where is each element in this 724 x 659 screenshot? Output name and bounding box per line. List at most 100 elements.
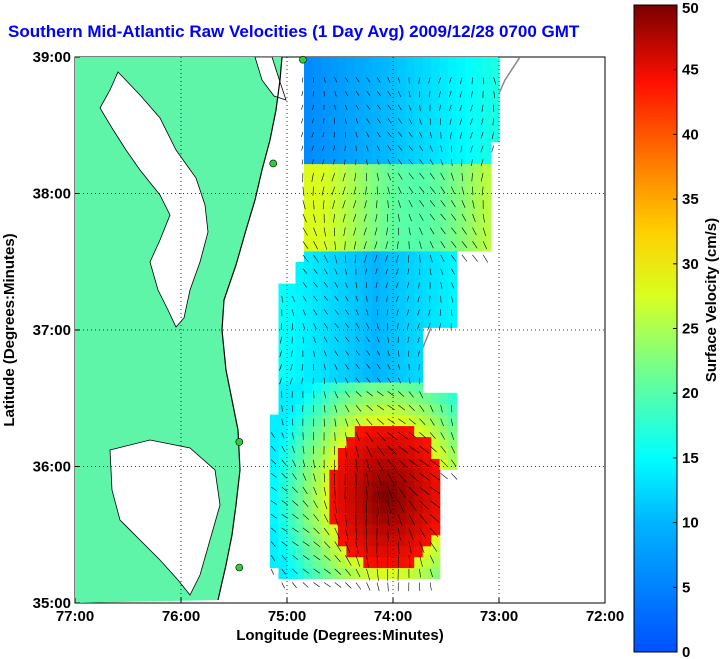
velocity-cell (312, 502, 322, 514)
velocity-vector (429, 527, 439, 538)
velocity-vector (270, 486, 277, 492)
velocity-vector (270, 514, 277, 519)
velocity-vector (419, 555, 423, 567)
velocity-vector (376, 118, 381, 124)
velocity-vector (355, 432, 360, 441)
velocity-cell (456, 239, 466, 252)
velocity-cell (363, 371, 373, 383)
velocity-cell (371, 425, 381, 438)
velocity-vector (323, 473, 326, 483)
velocity-cell (473, 163, 483, 175)
velocity-cell (287, 556, 297, 569)
velocity-cell (431, 512, 441, 525)
velocity-vector (398, 145, 403, 151)
velocity-vector (366, 541, 368, 554)
velocity-cell (371, 76, 381, 88)
velocity-vector (387, 459, 396, 470)
velocity-cell (278, 294, 288, 306)
velocity-cell (354, 327, 364, 339)
velocity-cell (371, 108, 381, 121)
velocity-vector (281, 405, 283, 412)
y-tick-label: 38:00 (33, 186, 71, 203)
velocity-cell (320, 108, 330, 121)
velocity-vector (281, 554, 287, 561)
velocity-vector (408, 104, 412, 111)
velocity-cell (439, 272, 449, 285)
velocity-cell (431, 523, 441, 536)
velocity-cell (337, 403, 347, 416)
velocity-cell (405, 327, 415, 339)
velocity-cell (405, 469, 415, 481)
velocity-vector (419, 131, 423, 138)
velocity-cell (380, 130, 390, 143)
velocity-vector (334, 104, 336, 111)
velocity-cell (337, 523, 347, 536)
velocity-vector (355, 118, 359, 124)
velocity-cell (397, 108, 407, 121)
velocity-cell (312, 174, 322, 186)
velocity-vector (334, 268, 338, 275)
velocity-cell (354, 305, 364, 317)
velocity-vector (398, 131, 403, 137)
velocity-vector (482, 254, 488, 263)
velocity-cell (371, 98, 381, 110)
velocity-cell (329, 163, 339, 175)
velocity-vector (472, 254, 478, 262)
velocity-cell (371, 447, 381, 459)
velocity-vector (470, 91, 473, 98)
velocity-vector (419, 541, 425, 553)
velocity-cell (448, 272, 458, 285)
velocity-cell (337, 327, 347, 339)
velocity-cell (270, 414, 280, 427)
velocity-vector (398, 473, 407, 483)
velocity-vector (292, 295, 296, 303)
velocity-vector (440, 459, 448, 467)
velocity-cell (422, 305, 432, 317)
velocity-vector (449, 118, 452, 125)
velocity-cell (431, 119, 441, 132)
velocity-vector (406, 282, 410, 289)
velocity-vector (387, 363, 391, 370)
velocity-vector (376, 350, 381, 356)
velocity-cell (329, 229, 339, 241)
velocity-vector (419, 445, 430, 454)
velocity-cell (422, 108, 432, 121)
velocity-vector (408, 227, 411, 236)
velocity-cell (405, 250, 415, 263)
velocity-cell (397, 349, 407, 361)
velocity-vector (366, 336, 370, 343)
velocity-cell (439, 108, 449, 121)
velocity-cell (287, 512, 297, 525)
velocity-vector (334, 582, 342, 588)
velocity-cell (448, 403, 458, 416)
velocity-cell (329, 119, 339, 132)
velocity-cell (304, 469, 314, 481)
velocity-cell (363, 381, 373, 394)
velocity-vector (302, 541, 310, 547)
velocity-vector (366, 486, 368, 500)
velocity-cell (354, 152, 364, 165)
velocity-cell (414, 250, 424, 263)
velocity-cell (380, 491, 390, 503)
velocity-cell (278, 316, 288, 328)
velocity-cell (439, 207, 449, 219)
velocity-vector (376, 500, 379, 514)
velocity-vector (387, 172, 391, 181)
velocity-vector (270, 459, 277, 465)
velocity-cell (304, 229, 314, 241)
velocity-vector (366, 295, 368, 302)
velocity-cell (414, 141, 424, 154)
velocity-cell (304, 57, 314, 66)
velocity-vector (471, 77, 473, 85)
velocity-vector (313, 527, 320, 535)
velocity-vector (366, 118, 370, 124)
velocity-vector (376, 432, 386, 442)
velocity-vector (281, 459, 287, 466)
velocity-vector (376, 104, 381, 110)
velocity-vector (334, 527, 340, 540)
velocity-cell (388, 87, 398, 99)
velocity-cell (388, 141, 398, 154)
velocity-vector (323, 364, 326, 371)
velocity-cell (320, 207, 330, 219)
velocity-cell (414, 491, 424, 503)
